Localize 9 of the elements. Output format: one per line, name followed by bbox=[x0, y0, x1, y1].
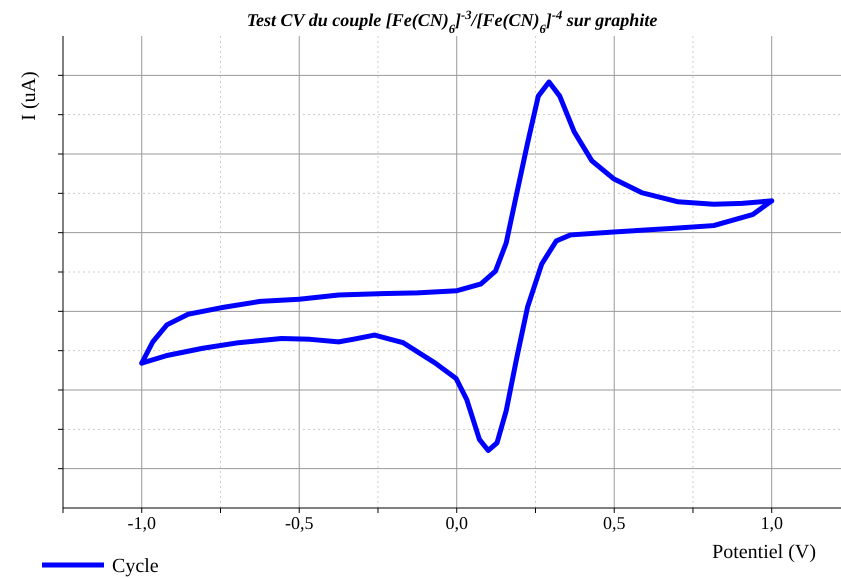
x-tick-label: 0,0 bbox=[445, 513, 468, 533]
x-tick-label: 0,5 bbox=[602, 513, 626, 533]
chart-title: Test CV du couple [Fe(CN)$_{6}$]$^{-3}$/[Fe(CN)$_{6}$]$^{-4}$ sur graphite bbox=[246, 8, 658, 36]
y-axis-title: I (uA) bbox=[18, 71, 40, 121]
x-tick-label: -0,5 bbox=[284, 513, 314, 533]
legend-label: Cycle bbox=[112, 555, 159, 577]
x-axis-title: Potentiel (V) bbox=[712, 541, 816, 563]
x-tick-label: -1,0 bbox=[127, 513, 156, 533]
x-tick-label: 1,0 bbox=[760, 513, 783, 533]
